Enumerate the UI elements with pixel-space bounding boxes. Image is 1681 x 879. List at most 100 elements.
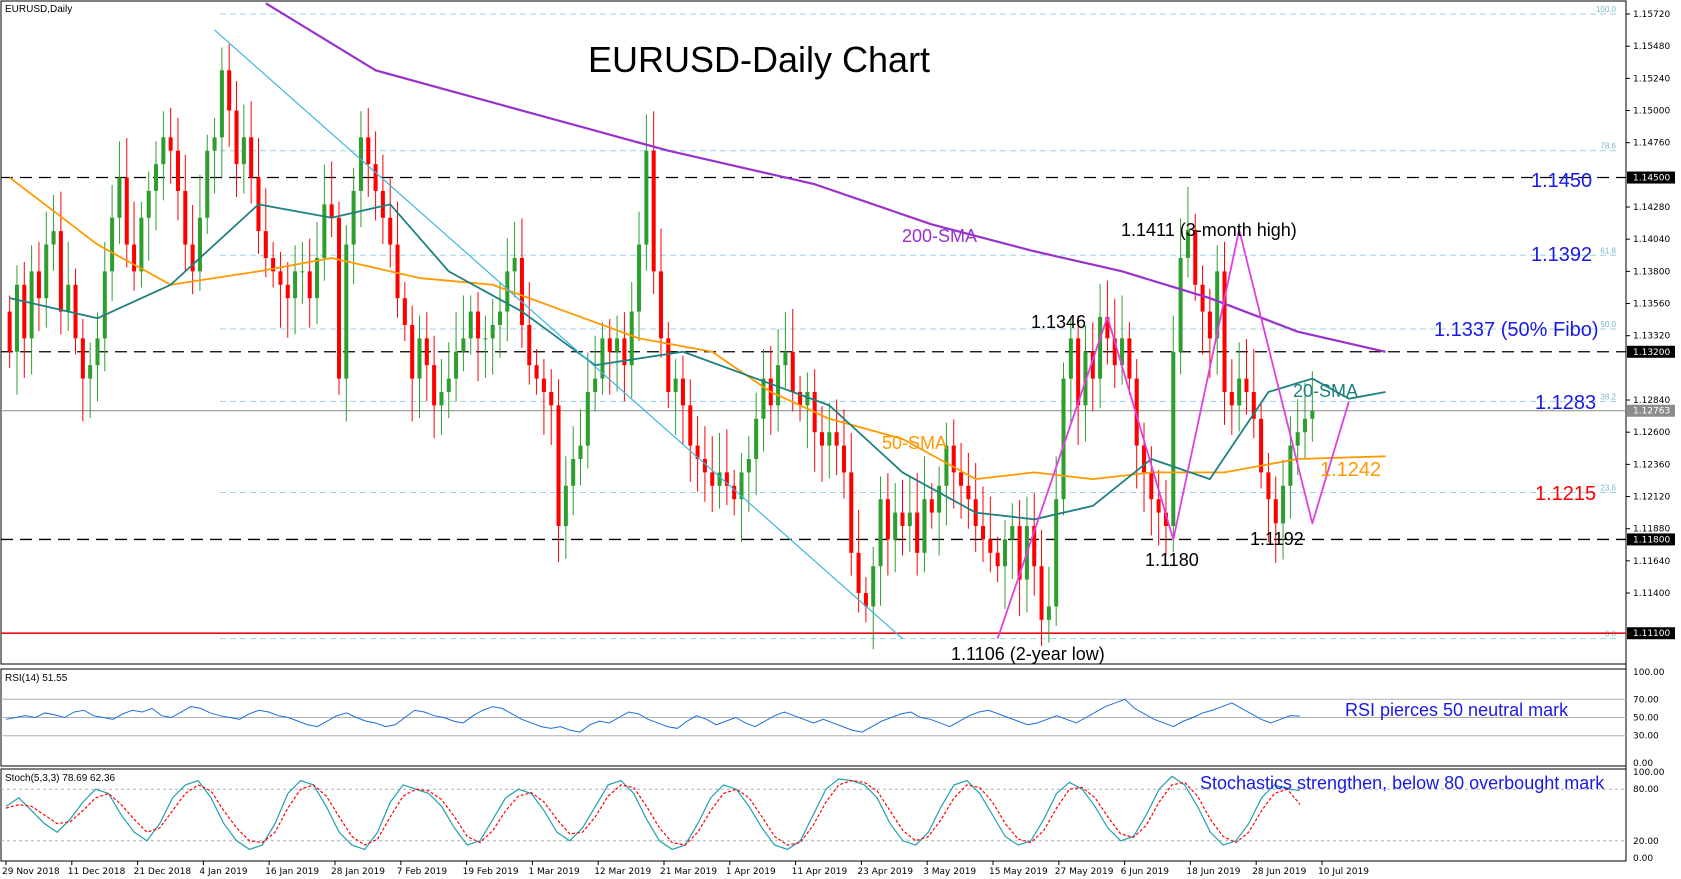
candle-body — [1142, 445, 1147, 473]
price-tick-label: 1.15480 — [1633, 42, 1670, 52]
price-tick-label: 1.13560 — [1633, 300, 1670, 310]
chart-title: EURUSD-Daily Chart — [588, 39, 930, 80]
candle-body — [629, 311, 634, 366]
stoch-note: Stochastics strengthen, below 80 overbou… — [1200, 773, 1605, 793]
time-tick-label: 18 Jun 2019 — [1186, 867, 1240, 877]
label-200-sma: 200-SMA — [902, 226, 977, 246]
trend-lines — [214, 29, 1350, 640]
candle-body — [154, 164, 159, 191]
rsi-indicator: 100.00 70.00 50.00 30.00 0.00 — [1, 668, 1665, 769]
stoch-signal-line — [5, 779, 1301, 846]
price-tick-label: 1.11640 — [1633, 557, 1670, 567]
candle-body — [783, 351, 788, 366]
candle-body — [336, 217, 342, 379]
candle-body — [1251, 391, 1256, 419]
time-tick-label: 27 May 2019 — [1055, 867, 1114, 877]
candle-body — [1222, 271, 1227, 392]
candle-body — [461, 338, 466, 352]
stoch-tick-label: 0.00 — [1633, 854, 1653, 864]
time-tick-label: 7 Feb 2019 — [397, 867, 448, 877]
candle-body — [512, 257, 517, 272]
time-tick-label: 11 Dec 2018 — [68, 867, 126, 877]
fib-label: 100.0 — [1596, 5, 1617, 14]
candle-body — [585, 391, 590, 446]
fib-label: 78.6 — [1600, 142, 1616, 151]
candle-body — [1149, 472, 1154, 500]
candle-body — [227, 70, 232, 111]
candle-body — [439, 391, 444, 406]
label-1-1450: 1.1450 — [1531, 170, 1592, 192]
candle-body — [1068, 338, 1073, 379]
candle-body — [329, 204, 334, 218]
candle-body — [241, 137, 246, 165]
candle-body — [380, 190, 385, 218]
candle-body — [1163, 512, 1168, 527]
candle-body — [710, 472, 715, 486]
price-tick-label: 1.11400 — [1633, 589, 1670, 599]
candle-body — [1229, 391, 1234, 406]
rsi-tick-label: 0.00 — [1633, 759, 1653, 769]
candle-body — [702, 458, 707, 473]
candle-body — [132, 244, 137, 272]
price-tick-label: 1.11880 — [1633, 525, 1670, 535]
candle-body — [915, 512, 920, 553]
candle-body — [358, 137, 363, 191]
candle-body — [878, 499, 883, 567]
candle-body — [1200, 284, 1205, 312]
candle-body — [271, 257, 276, 272]
candle-body — [1237, 378, 1242, 406]
time-tick-label: 11 Apr 2019 — [792, 867, 848, 877]
fib-label: 61.8 — [1600, 246, 1616, 255]
candle-body — [110, 217, 115, 272]
candle-body — [651, 150, 656, 272]
time-tick-label: 15 May 2019 — [989, 867, 1048, 877]
time-tick-label: 12 Mar 2019 — [594, 867, 651, 877]
candle-body — [929, 499, 934, 513]
price-tick-label: 1.15240 — [1633, 74, 1670, 84]
candle-body — [834, 432, 839, 446]
label-1-1337-fibo: 1.1337 (50% Fibo) — [1434, 319, 1599, 341]
price-tag-box — [1627, 171, 1675, 184]
candle-body — [388, 217, 393, 245]
price-tick-label: 1.14040 — [1633, 235, 1670, 245]
price-tag-box — [1627, 404, 1675, 417]
candle-body — [446, 378, 451, 392]
candle-body — [1032, 526, 1037, 567]
candle-body — [175, 150, 180, 191]
candle-body — [80, 338, 85, 379]
candle-body — [249, 137, 254, 178]
candle-body — [88, 365, 93, 379]
candle-body — [798, 391, 803, 406]
sma200-line — [265, 2, 1386, 353]
candle-body — [490, 324, 495, 339]
candle-body — [315, 257, 320, 299]
candle-body — [22, 284, 27, 339]
price-tag-label: 1.14500 — [1633, 174, 1670, 184]
label-1-1283: 1.1283 — [1535, 392, 1596, 414]
time-tick-label: 28 Jan 2019 — [331, 867, 385, 877]
candle-body — [717, 472, 722, 486]
label-1-1346: 1.1346 — [1031, 312, 1086, 332]
candle-body — [746, 458, 751, 473]
time-tick-label: 1 Mar 2019 — [528, 867, 580, 877]
price-tick-label: 1.14760 — [1633, 139, 1670, 149]
candle-body — [1244, 378, 1249, 392]
time-tick-label: 10 Jul 2019 — [1318, 867, 1369, 877]
candle-body — [307, 271, 312, 299]
candle-body — [454, 351, 459, 379]
candle-body — [937, 485, 942, 513]
candle-body — [724, 472, 729, 486]
label-1-1242: 1.1242 — [1320, 459, 1381, 481]
candle-body — [1090, 351, 1095, 379]
fib-label: 0.0 — [1605, 630, 1617, 639]
candle-body — [66, 284, 71, 312]
stoch-tick-label: 80.00 — [1633, 785, 1659, 795]
sma20-line — [9, 203, 1386, 521]
candle-body — [402, 298, 407, 325]
time-tick-label: 28 Jun 2019 — [1252, 867, 1306, 877]
stoch-tick-label: 100.00 — [1633, 768, 1665, 778]
candle-body — [885, 499, 890, 540]
candle-body — [1076, 338, 1081, 406]
rsi-label: RSI(14) 51.55 — [5, 673, 68, 684]
candle-body — [344, 244, 349, 379]
